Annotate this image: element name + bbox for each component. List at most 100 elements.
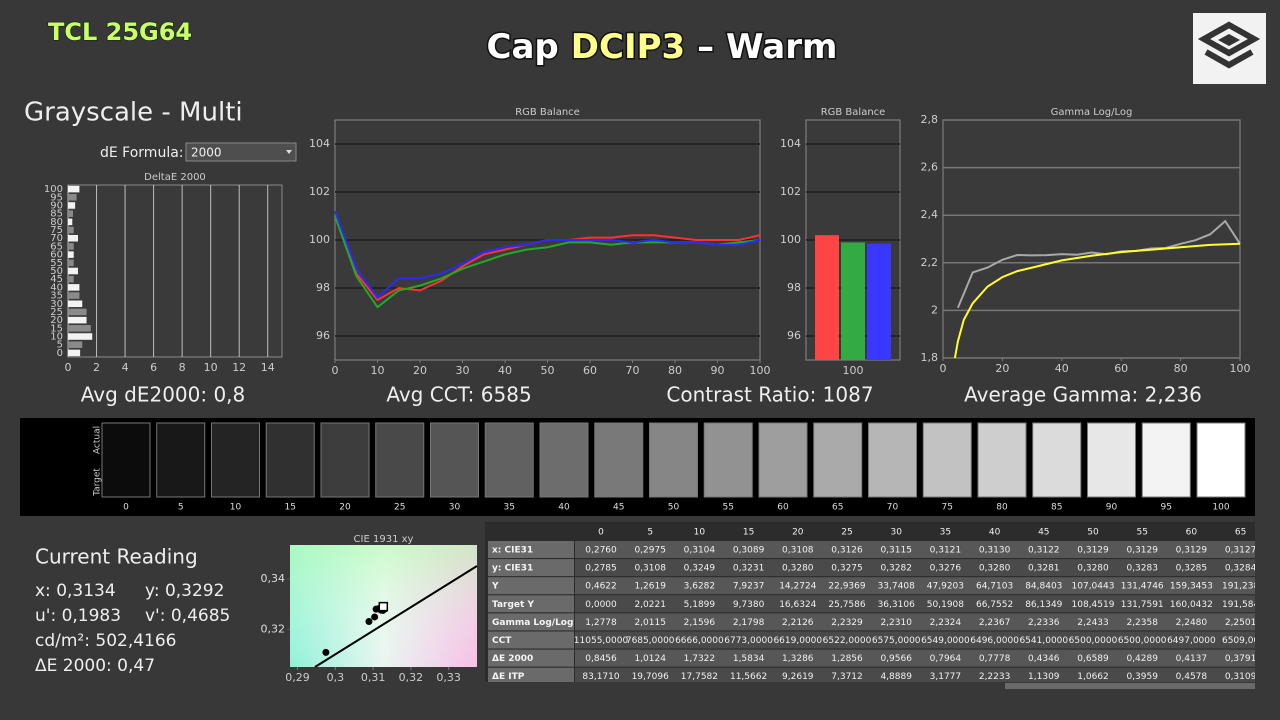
patch <box>813 422 863 498</box>
bar <box>68 243 74 250</box>
cell: 0,4137 <box>1176 654 1208 664</box>
cell: 0,7778 <box>979 654 1011 664</box>
x-tick-label: 40 <box>498 364 512 377</box>
patch <box>1196 422 1246 498</box>
y-tick-label: 96 <box>316 329 330 342</box>
x-tick-label: 70 <box>626 364 640 377</box>
patch <box>868 422 917 498</box>
reading-line: y: 0,3292 <box>145 581 224 601</box>
cell: 6522,0000 <box>823 636 872 646</box>
cell: 7685,0000 <box>626 636 675 646</box>
column-header: 55 <box>1136 528 1147 538</box>
bar <box>68 292 80 299</box>
bar <box>68 267 78 275</box>
stat: Avg dE2000: 0,8 <box>81 383 246 407</box>
y-tick-label: 40 <box>50 282 63 293</box>
y-tick-label: 2,6 <box>921 161 939 174</box>
column-header: 50 <box>1087 528 1099 538</box>
cell: 2,2324 <box>930 618 962 628</box>
x-tick-label: 0,33 <box>436 671 461 684</box>
y-tick-label: 75 <box>50 225 63 236</box>
cell: 6497,0000 <box>1167 636 1216 646</box>
cell: 64,7103 <box>976 582 1013 592</box>
x-tick-label: 0,3 <box>327 671 345 684</box>
x-tick-label: 2 <box>93 361 100 374</box>
cell: 160,0432 <box>1170 600 1213 610</box>
y-tick-label: 80 <box>50 217 63 228</box>
y-tick-label: 0,32 <box>261 622 286 635</box>
cell: 0,4346 <box>1028 654 1060 664</box>
cell: 66,7552 <box>976 600 1013 610</box>
formula-select[interactable]: 2000 <box>185 142 297 162</box>
patch <box>977 422 1027 498</box>
target-point <box>378 601 389 612</box>
y-tick-label: 104 <box>309 137 330 150</box>
y-tick-label: 60 <box>50 250 63 261</box>
cell: 6541,0000 <box>1019 636 1068 646</box>
row-bg <box>575 541 1255 558</box>
formula-value[interactable]: 2000 <box>191 146 222 160</box>
cell: 86,1349 <box>1025 600 1062 610</box>
cell: 0,3280 <box>979 564 1011 574</box>
x-tick-label: 60 <box>1114 362 1128 375</box>
row-label: Y <box>491 582 499 592</box>
x-tick-label: 100 <box>1230 362 1251 375</box>
cell: 11055,0000 <box>574 636 629 646</box>
cell: 0,3130 <box>979 546 1011 556</box>
patch <box>539 422 589 498</box>
y-tick-label: 0,34 <box>261 572 286 585</box>
cell: 0,3122 <box>1028 546 1060 556</box>
cell: 7,9237 <box>733 582 765 592</box>
reading-line: u': 0,1983 <box>35 606 121 626</box>
patch <box>758 422 808 498</box>
patch <box>1032 422 1082 498</box>
bar <box>68 308 87 316</box>
cell: 0,3089 <box>733 546 765 556</box>
cell: 2,2358 <box>1126 618 1158 628</box>
patch-label: 100 <box>1212 503 1229 513</box>
row-bg <box>575 577 1255 595</box>
patch <box>375 422 425 498</box>
chart-title: CIE 1931 xy <box>354 534 414 545</box>
cell: 33,7408 <box>878 582 915 592</box>
y-tick-label: 104 <box>780 137 801 150</box>
row-bg <box>575 649 1255 667</box>
bar <box>68 316 87 324</box>
x-tick-label: 4 <box>122 361 129 374</box>
column-header: 30 <box>890 528 902 538</box>
cell: 1,2856 <box>831 654 863 664</box>
cell: 108,4519 <box>1072 600 1115 610</box>
scrollbar[interactable] <box>1005 683 1255 689</box>
table: 0 5 10 15 20 25 30 35 40 45 50 55 60 65 x: CIE31 0,2760… <box>488 528 1259 682</box>
cell: 0,3275 <box>831 564 863 574</box>
cell: 2,2367 <box>979 618 1011 628</box>
cell: 6773,0000 <box>724 636 773 646</box>
cell: 3,1777 <box>930 672 962 682</box>
cell: 0,4289 <box>1126 654 1158 664</box>
patch <box>1087 422 1136 498</box>
chart: RGB Balance 96 98 100 102 104 100 <box>780 107 901 377</box>
x-tick-label: 30 <box>456 364 470 377</box>
row-label: CCT <box>492 636 512 646</box>
patch-label: 85 <box>1051 503 1062 513</box>
cell: 5,1899 <box>684 600 716 610</box>
row-label: x: CIE31 <box>492 546 533 556</box>
cell: 2,2310 <box>880 618 912 628</box>
patch <box>156 422 206 498</box>
cell: 0,3129 <box>1077 546 1109 556</box>
title-part: – Warm <box>697 27 837 67</box>
chart: CIE 1931 xy 0,32 0,34 0,29 0,3 0,31 0,32 0,33 <box>261 534 478 684</box>
row-label-bg <box>488 595 574 613</box>
y-tick-label: 2 <box>931 303 938 316</box>
cell: 3,6282 <box>684 582 716 592</box>
cell: 191,584 <box>1222 600 1259 610</box>
patch <box>211 422 260 498</box>
y-tick-label: 55 <box>50 258 63 269</box>
x-tick-label: 0,32 <box>399 671 424 684</box>
cell: 9,2619 <box>782 672 814 682</box>
cell: 0,3121 <box>930 546 962 556</box>
cell: 2,1798 <box>733 618 765 628</box>
stat: Average Gamma: 2,236 <box>964 383 1202 407</box>
bar <box>68 194 77 201</box>
column-header: 25 <box>841 528 852 538</box>
